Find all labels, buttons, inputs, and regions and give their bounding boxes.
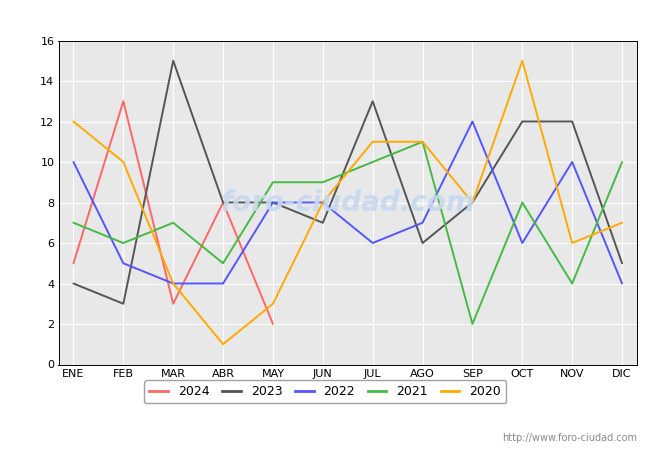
Legend: 2024, 2023, 2022, 2021, 2020: 2024, 2023, 2022, 2021, 2020 [144,380,506,403]
Text: Matriculaciones de Vehiculos en Cazorla: Matriculaciones de Vehiculos en Cazorla [144,11,506,29]
Text: foro-ciudad.com: foro-ciudad.com [220,189,475,216]
Text: http://www.foro-ciudad.com: http://www.foro-ciudad.com [502,433,637,443]
